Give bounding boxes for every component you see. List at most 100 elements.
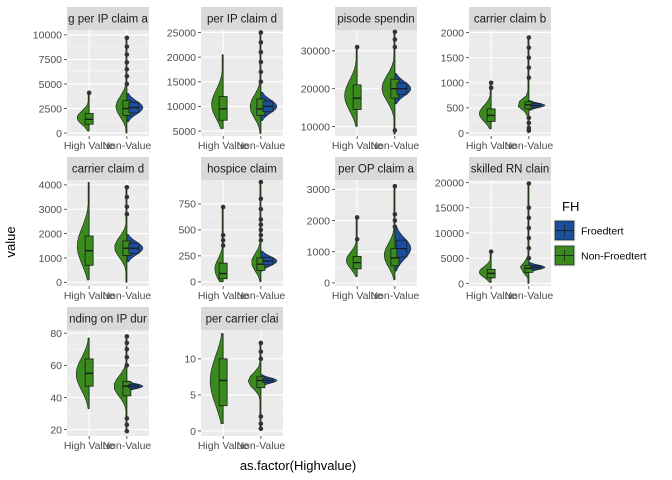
box-non-value-outlier-point bbox=[526, 75, 532, 81]
x-tick-label: High Value bbox=[466, 290, 517, 302]
facet-strip-label: carrier claim b bbox=[474, 14, 546, 26]
y-tick-label: 15000 bbox=[435, 203, 464, 215]
x-tick-label: Non-Value bbox=[102, 440, 151, 452]
y-tick-label: 2000 bbox=[441, 27, 465, 39]
box-non-value-outlier-point bbox=[258, 340, 264, 346]
box-non-value-outlier-point bbox=[258, 206, 264, 212]
y-tick-label: 2000 bbox=[39, 228, 63, 240]
box-high-value-box bbox=[84, 358, 94, 387]
x-tick-label: Non-Value bbox=[102, 140, 151, 152]
x-tick-label: Non-Value bbox=[236, 140, 285, 152]
x-tick-label: Non-Value bbox=[236, 440, 285, 452]
box-non-value-outlier-point bbox=[526, 215, 532, 221]
panel-background bbox=[201, 30, 283, 136]
x-tick-label: Non-Value bbox=[370, 290, 419, 302]
y-tick-label: 5000 bbox=[173, 126, 197, 138]
y-tick-label: 4000 bbox=[39, 180, 63, 192]
y-tick-label: 10 bbox=[184, 354, 196, 366]
y-tick-label: 250 bbox=[178, 251, 196, 263]
y-tick-label: 15000 bbox=[167, 77, 196, 89]
facet-strip bbox=[335, 157, 417, 180]
box-non-value-outlier-point bbox=[526, 35, 532, 40]
box-non-value-outlier-point bbox=[124, 60, 130, 65]
y-tick-label: 10000 bbox=[167, 101, 196, 113]
facet-strip bbox=[201, 7, 283, 30]
box-non-value-outlier-point bbox=[124, 185, 130, 190]
x-tick-label: High Value bbox=[198, 290, 249, 302]
y-tick-label: 40 bbox=[50, 392, 62, 404]
box-non-value-outlier-point bbox=[124, 52, 130, 57]
x-tick-label: High Value bbox=[198, 140, 249, 152]
box-non-value-outlier-point bbox=[526, 115, 532, 121]
y-tick-label: 0 bbox=[190, 426, 196, 438]
box-non-value-outlier-point bbox=[258, 227, 264, 233]
box-non-value-outlier-point bbox=[258, 237, 264, 243]
box-non-value-outlier-point bbox=[526, 125, 532, 131]
box-high-value-outlier-point bbox=[86, 90, 92, 96]
box-non-value-outlier-point bbox=[124, 416, 130, 421]
box-non-value-outlier-point bbox=[124, 428, 130, 434]
y-tick-label: 0 bbox=[324, 278, 330, 290]
y-tick-label: 1000 bbox=[441, 78, 465, 90]
y-tick-label: 10000 bbox=[301, 121, 330, 133]
y-tick-label: 5000 bbox=[39, 79, 63, 91]
box-non-value-outlier-point bbox=[258, 49, 264, 55]
box-non-value-outlier-point bbox=[526, 235, 532, 241]
facet-strip-label: pisode spendin bbox=[337, 14, 414, 26]
x-tick-label: Non-Value bbox=[102, 290, 151, 302]
y-tick-label: 60 bbox=[50, 360, 62, 372]
box-non-value-outlier-point bbox=[124, 194, 130, 200]
y-tick-label: 500 bbox=[178, 225, 196, 237]
x-tick-label: High Value bbox=[332, 290, 383, 302]
box-high-value-outlier-point bbox=[220, 204, 226, 210]
x-tick-label: High Value bbox=[64, 290, 115, 302]
facet-strip-label: g per IP claim a bbox=[68, 14, 148, 26]
y-tick-label: 20000 bbox=[435, 177, 464, 189]
y-tick-label: 0 bbox=[56, 128, 62, 140]
box-non-value-outlier-point bbox=[392, 224, 398, 230]
y-tick-label: 25000 bbox=[167, 27, 196, 39]
box-non-value-outlier-point bbox=[258, 40, 264, 45]
box-non-value-outlier-point bbox=[124, 204, 130, 210]
panel-background bbox=[201, 180, 283, 286]
box-non-value-outlier-point bbox=[258, 217, 264, 222]
y-tick-label: 3000 bbox=[307, 184, 331, 196]
box-non-value-outlier-point bbox=[124, 81, 130, 87]
y-tick-label: 750 bbox=[178, 199, 196, 211]
box-non-value-outlier-point bbox=[124, 35, 130, 41]
facet-strip-label: skilled RN clain bbox=[471, 164, 550, 176]
facet-strip bbox=[201, 307, 283, 330]
box-non-value-outlier-point bbox=[526, 205, 532, 211]
y-tick-label: 2000 bbox=[307, 215, 331, 227]
box-non-value-outlier-point bbox=[258, 414, 264, 419]
y-tick-label: 10000 bbox=[33, 30, 62, 42]
y-tick-label: 1000 bbox=[307, 247, 331, 259]
box-non-value-outlier-point bbox=[258, 196, 264, 202]
y-tick-label: 0 bbox=[190, 277, 196, 289]
box-non-value-outlier-point bbox=[526, 181, 532, 186]
box-non-value-outlier-point bbox=[258, 356, 264, 362]
box-non-value-outlier-point bbox=[392, 128, 398, 133]
facet-strip bbox=[469, 157, 551, 180]
box-non-value-outlier-point bbox=[124, 66, 130, 72]
box-non-value-outlier-point bbox=[258, 59, 264, 65]
y-tick-label: 7500 bbox=[39, 54, 63, 66]
facet-strip-label: per IP claim d bbox=[207, 14, 277, 26]
facet-strip bbox=[201, 157, 283, 180]
box-non-value-outlier-point bbox=[258, 232, 264, 238]
box-non-value-outlier-point bbox=[124, 355, 130, 360]
box-non-value-outlier-point bbox=[258, 69, 264, 75]
y-tick-label: 5000 bbox=[441, 253, 465, 265]
box-non-value-outlier-point bbox=[124, 73, 130, 79]
facet-strip bbox=[67, 157, 149, 180]
facet-strip bbox=[67, 7, 149, 30]
box-high-value-outlier-point bbox=[220, 243, 226, 248]
x-tick-label: High Value bbox=[198, 440, 249, 452]
box-non-value-outlier-point bbox=[258, 222, 264, 227]
box-non-value-outlier-point bbox=[392, 211, 398, 217]
box-high-value-outlier-point bbox=[354, 44, 360, 50]
box-high-value-box bbox=[218, 358, 228, 407]
box-non-value-outlier-point bbox=[124, 211, 130, 217]
